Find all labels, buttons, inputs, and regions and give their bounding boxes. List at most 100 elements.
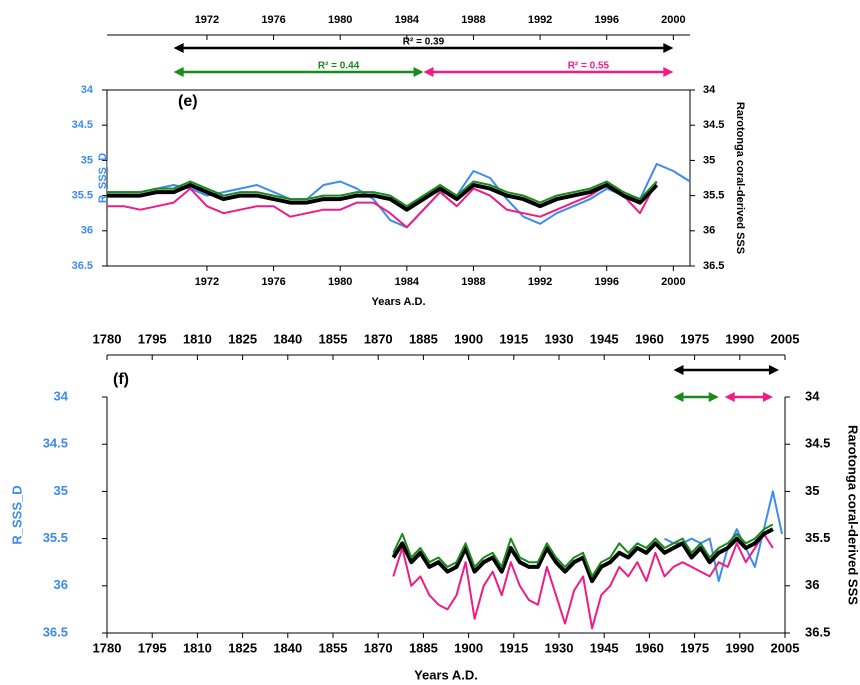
y-tick-label: 36 [54, 577, 68, 592]
arrow-head [724, 392, 735, 402]
arrow-label: R² = 0.44 [318, 61, 360, 72]
x-tick-label: 1810 [183, 640, 212, 655]
y-axis-title: R_SSS_D [9, 485, 24, 544]
x-tick-label: 1960 [635, 640, 664, 655]
x-tick-label-top: 1915 [499, 331, 528, 346]
x-tick-label-top: 1780 [93, 331, 122, 346]
x-tick-label: 1825 [228, 640, 257, 655]
y-tick-label: 35.5 [43, 530, 68, 545]
arrow-head [173, 67, 184, 77]
y2-tick-label: 34.5 [805, 436, 830, 451]
series-line [392, 532, 774, 630]
y-axis-title: R_SSS_D [97, 153, 109, 203]
arrow-head [663, 43, 674, 53]
x-tick-label-top: 1900 [454, 331, 483, 346]
y-tick-label: 35 [54, 483, 68, 498]
x-tick-label: 1980 [328, 276, 352, 288]
arrow-head [768, 365, 779, 375]
y-tick-label: 35.5 [72, 190, 93, 202]
x-tick-label-top: 1992 [528, 14, 552, 26]
x-tick-label-top: 1930 [545, 331, 574, 346]
arrow-head [762, 392, 773, 402]
x-tick-label-top: 1996 [594, 14, 618, 26]
y2-tick-label: 34 [703, 84, 716, 96]
x-tick-label-top: 2005 [771, 331, 800, 346]
x-tick-label-top: 2000 [661, 14, 685, 26]
x-tick-label-top: 1870 [364, 331, 393, 346]
x-tick-label: 1976 [261, 276, 285, 288]
x-tick-label: 1885 [409, 640, 438, 655]
x-tick-label-top: 1988 [461, 14, 485, 26]
y2-tick-label: 35.5 [805, 530, 830, 545]
y-tick-label: 34.5 [43, 436, 68, 451]
y2-tick-label: 35.5 [703, 190, 724, 202]
series-line [107, 183, 659, 212]
x-tick-label-top: 1960 [635, 331, 664, 346]
x-tick-label: 1780 [93, 640, 122, 655]
x-tick-label-top: 1990 [725, 331, 754, 346]
x-tick-label: 1990 [725, 640, 754, 655]
arrow-label: R² = 0.55 [568, 61, 610, 72]
x-tick-label: 1996 [594, 276, 618, 288]
y2-axis-title: Rarotonga coral-derived SSS [846, 425, 860, 605]
arrow-head [423, 67, 434, 77]
y2-axis-title: Rarotonga coral-derived SSS [734, 102, 746, 254]
x-tick-label: 1840 [273, 640, 302, 655]
series-line [392, 523, 774, 578]
arrow-head [663, 67, 674, 77]
y2-tick-label: 36 [703, 225, 715, 237]
x-tick-label-top: 1972 [195, 14, 219, 26]
x-tick-label-top: 1975 [680, 331, 709, 346]
series-line [107, 180, 658, 208]
x-tick-label-top: 1840 [273, 331, 302, 346]
arrow-label: R² = 0.39 [403, 37, 445, 48]
panel-label: (e) [178, 93, 198, 110]
arrow-head [173, 43, 184, 53]
x-axis-title: Years A.D. [371, 296, 425, 308]
panel-label: (f) [113, 371, 129, 388]
arrow-head [708, 392, 719, 402]
x-tick-label-top: 1980 [328, 14, 352, 26]
y2-tick-label: 36.5 [703, 260, 724, 272]
x-tick-label: 2000 [661, 276, 685, 288]
y2-tick-label: 34.5 [703, 119, 724, 131]
x-tick-label: 1900 [454, 640, 483, 655]
arrow-head [413, 67, 424, 77]
y-tick-label: 36.5 [43, 624, 68, 639]
x-tick-label-top: 1976 [261, 14, 285, 26]
x-tick-label: 1795 [138, 640, 167, 655]
y-tick-label: 35 [81, 154, 93, 166]
x-tick-label: 1984 [395, 276, 420, 288]
x-tick-label-top: 1825 [228, 331, 257, 346]
y2-tick-label: 35 [703, 154, 715, 166]
y-tick-label: 36 [81, 225, 93, 237]
series-line [107, 162, 691, 229]
x-tick-label: 1945 [590, 640, 619, 655]
x-tick-label: 1855 [319, 640, 348, 655]
x-tick-label: 2005 [771, 640, 800, 655]
y-tick-label: 34 [81, 84, 94, 96]
x-tick-label-top: 1810 [183, 331, 212, 346]
x-axis-title: Years A.D. [414, 667, 478, 682]
x-tick-label-top: 1945 [590, 331, 619, 346]
x-tick-label: 1988 [461, 276, 485, 288]
series-line [107, 181, 658, 229]
x-tick-label: 1915 [499, 640, 528, 655]
x-tick-label: 1972 [195, 276, 219, 288]
x-tick-label: 1930 [545, 640, 574, 655]
x-tick-label-top: 1795 [138, 331, 167, 346]
x-tick-label: 1975 [680, 640, 709, 655]
y-tick-label: 36.5 [72, 260, 93, 272]
x-tick-label: 1870 [364, 640, 393, 655]
series-line [391, 527, 774, 584]
x-tick-label-top: 1855 [319, 331, 348, 346]
x-tick-label-top: 1984 [395, 14, 420, 26]
y2-tick-label: 35 [805, 483, 819, 498]
y-tick-label: 34.5 [72, 119, 93, 131]
y2-tick-label: 36.5 [805, 624, 830, 639]
x-tick-label-top: 1885 [409, 331, 438, 346]
x-tick-label: 1992 [528, 276, 552, 288]
y2-tick-label: 34 [805, 388, 820, 403]
arrow-head [673, 365, 684, 375]
